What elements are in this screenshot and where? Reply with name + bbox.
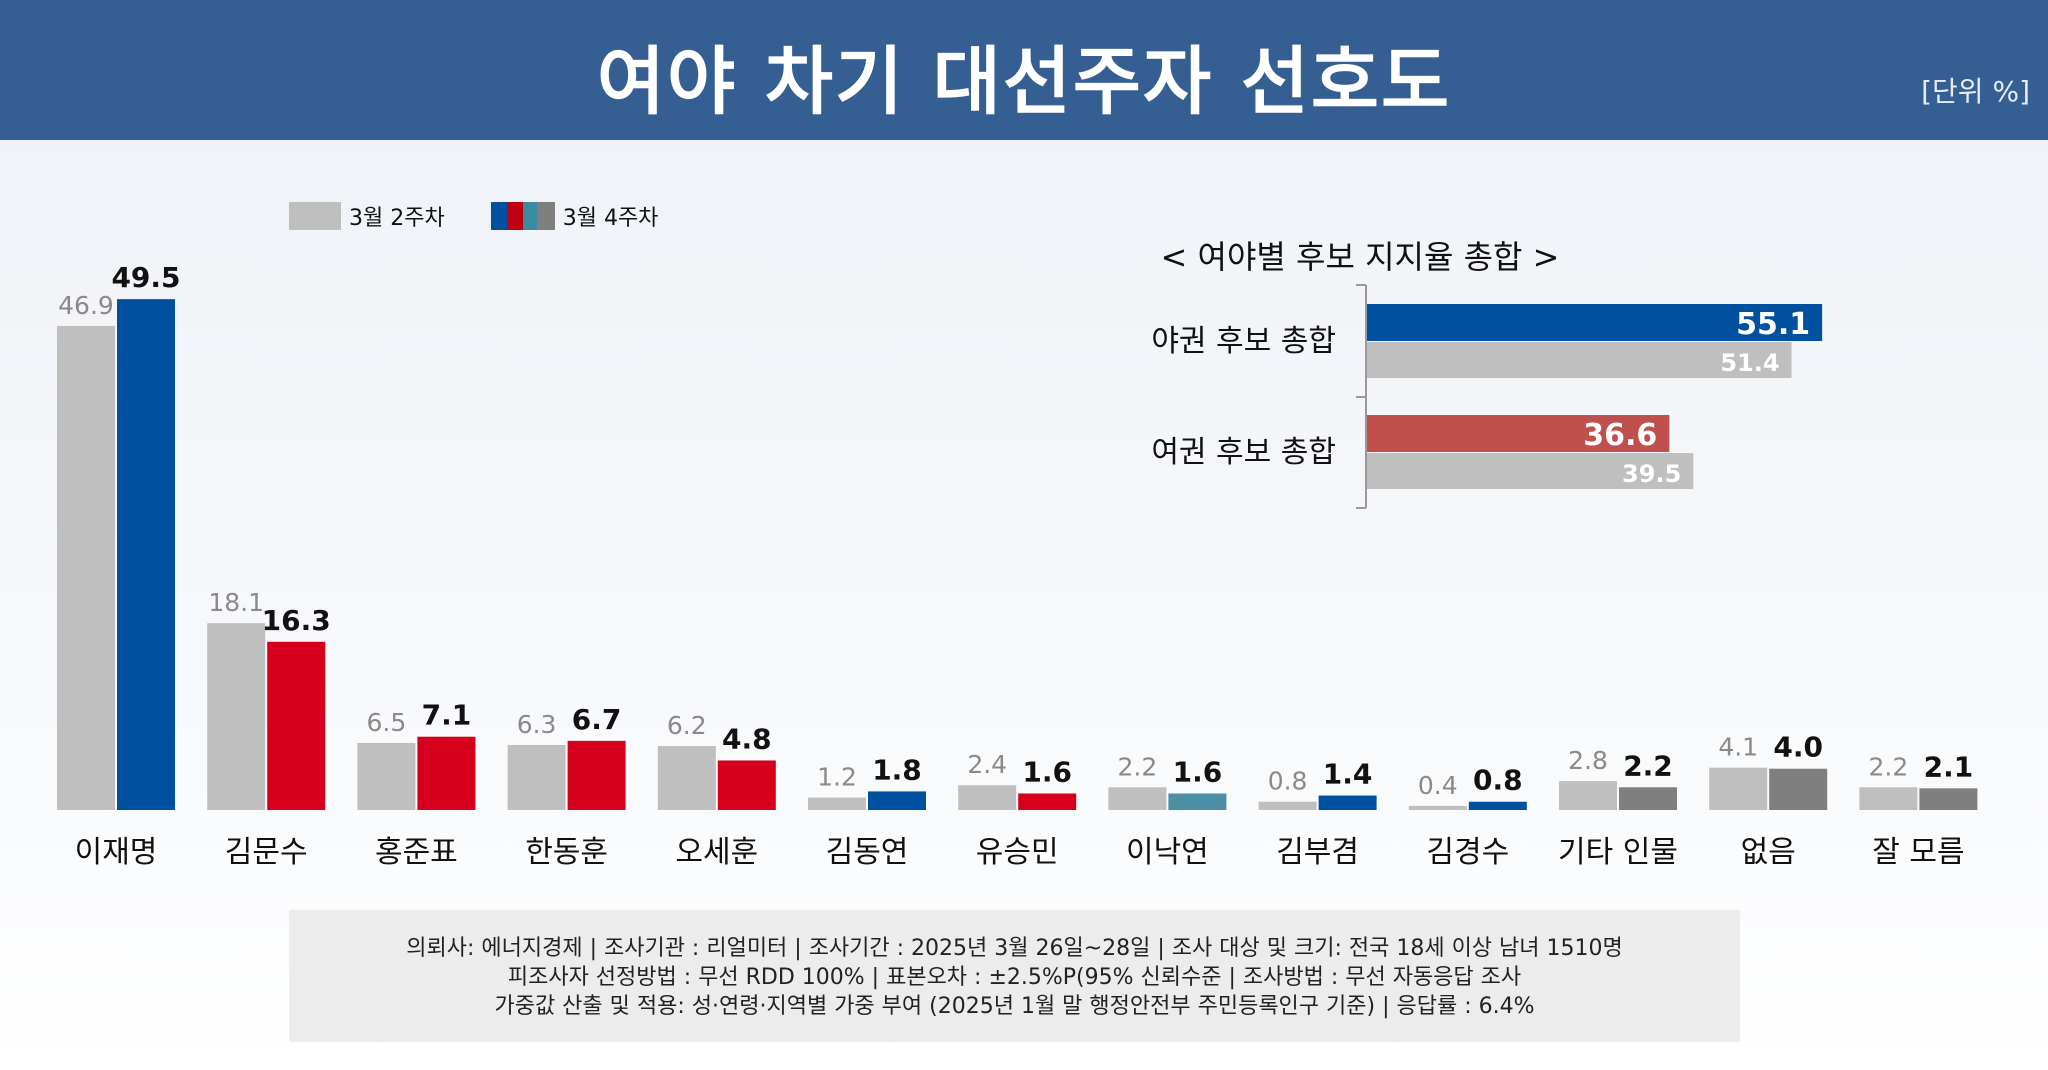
bar-curr: [117, 299, 175, 810]
bar-curr: [1619, 787, 1677, 810]
inset-bar-curr: [1367, 304, 1823, 341]
category-label: 기타 인물: [1558, 835, 1678, 870]
value-label-prev: 0.4: [1418, 771, 1458, 800]
value-label-curr: 16.3: [262, 604, 331, 637]
legend-swatch-curr: [490, 202, 555, 230]
page-title: 여야 차기 대선주자 선호도: [596, 39, 1452, 125]
value-label-prev: 6.3: [517, 710, 557, 739]
value-label-curr: 1.4: [1323, 758, 1373, 791]
bar-prev: [207, 623, 266, 810]
value-label-prev: 46.9: [58, 291, 114, 320]
value-label-prev: 0.8: [1268, 767, 1308, 796]
bar-curr: [567, 740, 626, 810]
main-bar-chart: 46.949.5 이재명 18.116.3 김문수 6.5 7.1 홍준표 6.3 6.7 한동훈…: [57, 261, 1978, 870]
bar-prev: [57, 325, 115, 810]
category-label: 이재명: [75, 835, 158, 870]
category-label: 홍준표: [375, 835, 458, 870]
bar-curr: [1018, 793, 1077, 810]
value-label-prev: 6.2: [667, 711, 707, 740]
legend-label-curr: 3월 4주차: [562, 206, 659, 231]
legend-label-prev: 3월 2주차: [349, 206, 445, 231]
bar-curr: [868, 791, 926, 810]
bar-prev: [357, 742, 416, 810]
value-label-curr: 6.7: [572, 703, 622, 736]
inset-bar-curr: [1367, 415, 1670, 452]
value-label-prev: 1.2: [817, 763, 857, 792]
bar-curr: [267, 641, 326, 810]
bar-prev: [1559, 781, 1617, 810]
bar-curr: [1769, 768, 1828, 810]
value-label-curr: 0.8: [1473, 764, 1523, 797]
inset-title: < 여야별 후보 지지율 총합 >: [1160, 238, 1560, 276]
footnote-line: 피조사자 선정방법 : 무선 RDD 100% | 표본오차 : ±2.5%P(…: [507, 965, 1522, 990]
bar-prev: [1859, 787, 1918, 810]
value-label-prev: 2.2: [1869, 752, 1909, 781]
category-label: 없음: [1741, 835, 1796, 870]
value-label-prev: 2.2: [1118, 752, 1158, 781]
inset-value-curr: 55.1: [1736, 307, 1810, 342]
header-banner: 여야 차기 대선주자 선호도 [단위 %]: [0, 0, 2048, 140]
bar-prev: [958, 785, 1017, 810]
unit-label: [단위 %]: [1921, 75, 2030, 108]
value-label-curr: 2.2: [1623, 749, 1673, 782]
category-label: 김경수: [1426, 835, 1509, 870]
value-label-curr: 1.8: [872, 753, 922, 786]
category-label: 이낙연: [1126, 835, 1209, 870]
legend: 3월 2주차 3월 4주차: [289, 200, 658, 232]
bar-prev: [808, 797, 866, 810]
value-label-prev: 2.4: [967, 750, 1007, 779]
category-label: 잘 모름: [1872, 835, 1964, 870]
value-label-curr: 7.1: [422, 699, 472, 732]
bar-prev: [507, 744, 566, 810]
category-label: 유승민: [976, 835, 1059, 870]
footnote-line: 가중값 산출 및 적용: 성·연령·지역별 가중 부여 (2025년 1월 말 …: [494, 994, 1535, 1019]
inset-value-prev: 51.4: [1720, 349, 1779, 377]
category-label: 김부겸: [1276, 835, 1359, 870]
bar-prev: [1709, 767, 1768, 810]
bar-prev: [1258, 801, 1317, 810]
value-label-curr: 2.1: [1924, 750, 1974, 783]
category-label: 오세훈: [675, 835, 758, 870]
bar-prev: [1408, 805, 1467, 810]
value-label-prev: 2.8: [1568, 746, 1608, 775]
bar-prev: [1108, 787, 1167, 810]
bar-curr: [1919, 788, 1978, 810]
value-label-curr: 1.6: [1173, 755, 1223, 788]
bar-curr: [717, 760, 776, 810]
value-label-prev: 4.1: [1718, 733, 1758, 762]
bar-curr: [417, 736, 476, 810]
inset-value-prev: 39.5: [1622, 460, 1681, 488]
inset-category-label: 여권 후보 총합: [1151, 435, 1336, 470]
category-label: 김동연: [826, 835, 909, 870]
bar-curr: [1468, 801, 1527, 810]
category-label: 한동훈: [525, 835, 608, 870]
footnote-box: 의뢰사: 에너지경제 | 조사기관 : 리얼미터 | 조사기간 : 2025년 …: [289, 910, 1740, 1042]
inset-bar-prev: [1367, 342, 1792, 378]
footnote-line: 의뢰사: 에너지경제 | 조사기관 : 리얼미터 | 조사기간 : 2025년 …: [406, 936, 1623, 961]
category-label: 김문수: [225, 835, 308, 870]
bar-prev: [657, 746, 716, 810]
value-label-curr: 1.6: [1022, 755, 1072, 788]
legend-swatch-prev: [289, 202, 341, 230]
inset-category-label: 야권 후보 총합: [1151, 324, 1336, 359]
value-label-curr: 4.0: [1773, 731, 1823, 764]
bar-curr: [1318, 795, 1377, 810]
value-label-curr: 49.5: [111, 261, 180, 294]
inset-value-curr: 36.6: [1583, 418, 1657, 453]
value-label-prev: 6.5: [367, 708, 407, 737]
value-label-prev: 18.1: [208, 588, 264, 617]
bar-curr: [1168, 793, 1227, 810]
inset-bar-prev: [1367, 453, 1694, 489]
value-label-curr: 4.8: [722, 722, 772, 755]
